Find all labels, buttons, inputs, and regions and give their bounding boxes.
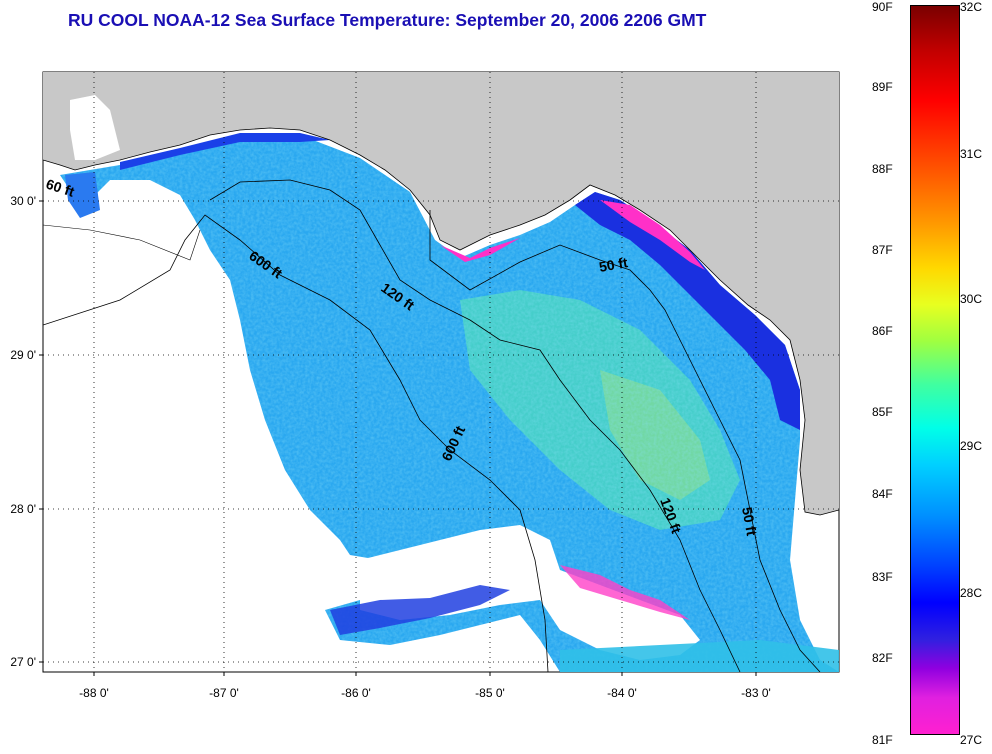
cb-f-81: 81F bbox=[872, 733, 893, 747]
lon-tick-85: -85 0' bbox=[475, 686, 505, 700]
contour-label-50ft-south: 50 ft bbox=[739, 506, 760, 537]
nw-white-area bbox=[70, 95, 120, 160]
cb-f-85: 85F bbox=[872, 405, 893, 419]
graticule bbox=[43, 72, 839, 672]
contour-60ft-nw bbox=[43, 224, 201, 261]
southern-blue-fringe bbox=[330, 585, 510, 635]
sst-noise-texture bbox=[60, 135, 839, 672]
lon-tick-83: -83 0' bbox=[741, 686, 771, 700]
nw-blue-patch bbox=[65, 172, 100, 218]
bottom-cyan-strip bbox=[560, 640, 839, 672]
contour-label-50ft-north: 50 ft bbox=[598, 254, 629, 275]
bay-magenta bbox=[440, 238, 520, 262]
lon-tick-88: -88 0' bbox=[79, 686, 109, 700]
land-area bbox=[43, 72, 839, 515]
coastline bbox=[43, 127, 839, 516]
cb-f-87: 87F bbox=[872, 243, 893, 257]
lon-tick-87: -87 0' bbox=[209, 686, 239, 700]
lat-tick-27: 27 0' bbox=[10, 655, 36, 669]
southern-cloud-gaps bbox=[360, 525, 700, 660]
cb-c-32: 32C bbox=[960, 0, 983, 14]
map-title: RU COOL NOAA-12 Sea Surface Temperature:… bbox=[68, 10, 707, 30]
lon-tick-84: -84 0' bbox=[607, 686, 637, 700]
lon-tick-86: -86 0' bbox=[341, 686, 371, 700]
frame-ticks bbox=[39, 200, 757, 676]
contour-600ft-west bbox=[43, 214, 549, 672]
cb-f-86: 86F bbox=[872, 324, 893, 338]
lat-tick-30: 30 0' bbox=[10, 194, 36, 208]
cb-f-83: 83F bbox=[872, 570, 893, 584]
contour-50ft bbox=[429, 210, 821, 672]
cb-f-89: 89F bbox=[872, 80, 893, 94]
lat-tick-28: 28 0' bbox=[10, 502, 36, 516]
temperature-colorbar bbox=[910, 5, 960, 735]
cb-f-82: 82F bbox=[872, 651, 893, 665]
cb-f-90: 90F bbox=[872, 0, 893, 14]
cb-f-84: 84F bbox=[872, 487, 893, 501]
contour-120ft bbox=[209, 179, 741, 672]
cold-coastal-band bbox=[575, 192, 800, 430]
lat-tick-29: 29 0' bbox=[10, 348, 36, 362]
cb-c-31: 31C bbox=[960, 147, 983, 161]
southern-magenta-fringe bbox=[560, 565, 690, 620]
cb-f-88: 88F bbox=[872, 162, 893, 176]
cold-coastal-edge bbox=[600, 200, 705, 270]
cb-c-27: 27C bbox=[960, 733, 983, 747]
cb-c-30: 30C bbox=[960, 292, 983, 306]
panhandle-coast-strip bbox=[120, 133, 330, 170]
cb-c-29: 29C bbox=[960, 439, 983, 453]
cb-c-28: 28C bbox=[960, 586, 983, 600]
